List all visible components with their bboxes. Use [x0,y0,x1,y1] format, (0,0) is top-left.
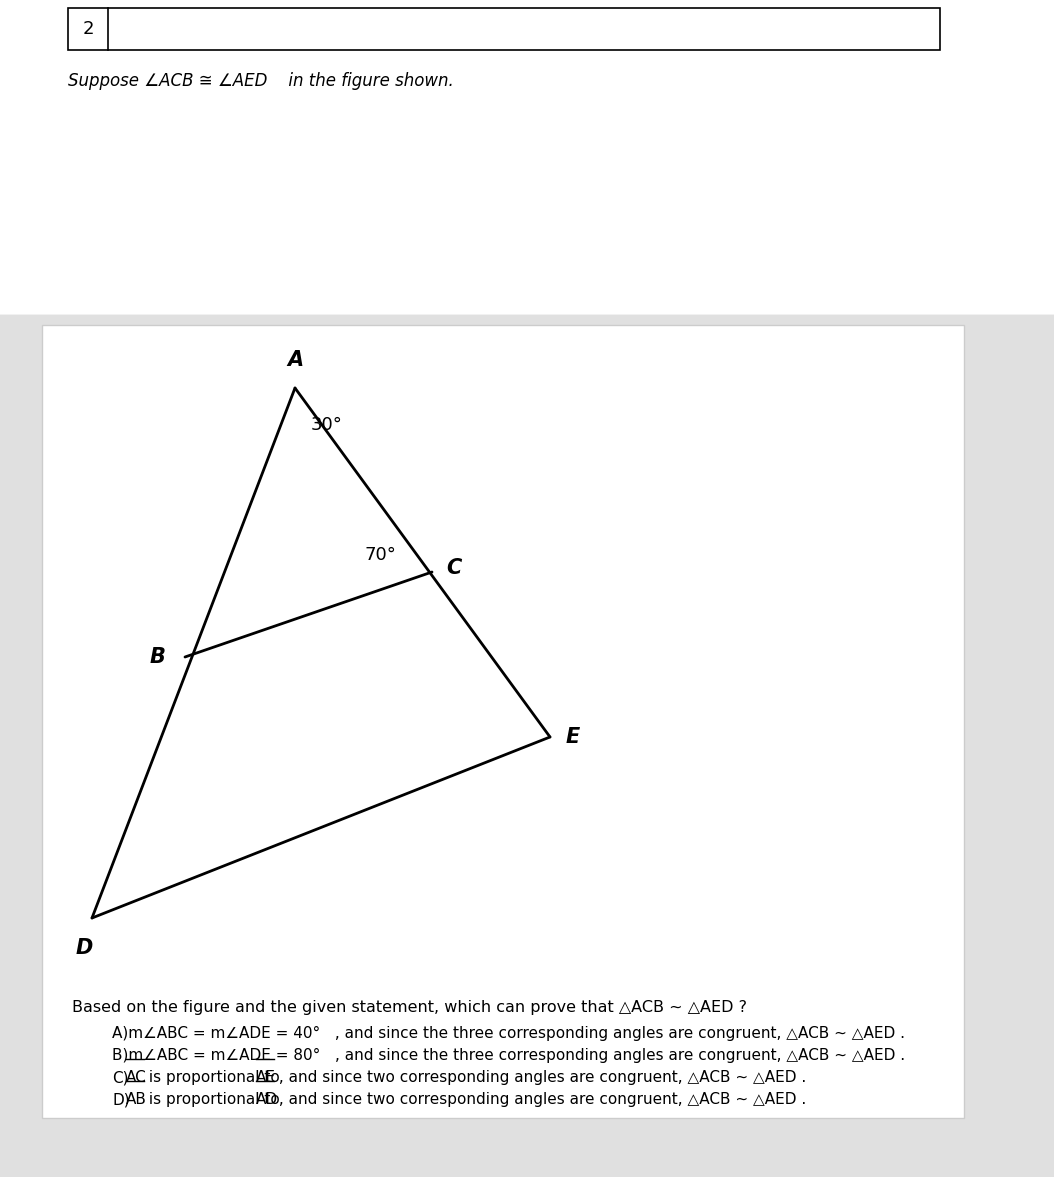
FancyBboxPatch shape [42,325,964,1118]
Text: A: A [287,350,304,370]
Text: B: B [149,647,165,667]
Text: AC: AC [126,1070,147,1085]
Text: is proportional to: is proportional to [144,1092,285,1108]
Text: Based on the figure and the given statement, which can prove that △ACB ~ △AED ?: Based on the figure and the given statem… [72,1000,747,1016]
Text: 2: 2 [82,20,94,38]
Text: , and since two corresponding angles are congruent, △ACB ~ △AED .: , and since two corresponding angles are… [274,1070,806,1085]
Text: AE: AE [256,1070,276,1085]
Text: D): D) [112,1092,130,1108]
Text: 30°: 30° [311,415,343,434]
Text: 70°: 70° [364,546,396,564]
Text: is proportional to: is proportional to [144,1070,285,1085]
Text: C: C [446,558,462,578]
Text: Suppose ∠ACB ≅ ∠AED    in the figure shown.: Suppose ∠ACB ≅ ∠AED in the figure shown. [69,72,454,89]
Text: AB: AB [126,1092,147,1108]
Text: B)m∠ABC = m∠ADE = 80°   , and since the three corresponding angles are congruent: B)m∠ABC = m∠ADE = 80° , and since the th… [112,1049,905,1064]
Text: AD: AD [256,1092,278,1108]
Text: A)m∠ABC = m∠ADE = 40°   , and since the three corresponding angles are congruent: A)m∠ABC = m∠ADE = 40° , and since the th… [112,1026,905,1042]
Text: E: E [566,727,581,747]
FancyBboxPatch shape [69,8,940,49]
Text: C): C) [112,1070,129,1085]
Text: , and since two corresponding angles are congruent, △ACB ~ △AED .: , and since two corresponding angles are… [274,1092,806,1108]
Text: D: D [75,938,93,958]
FancyBboxPatch shape [0,0,1054,315]
